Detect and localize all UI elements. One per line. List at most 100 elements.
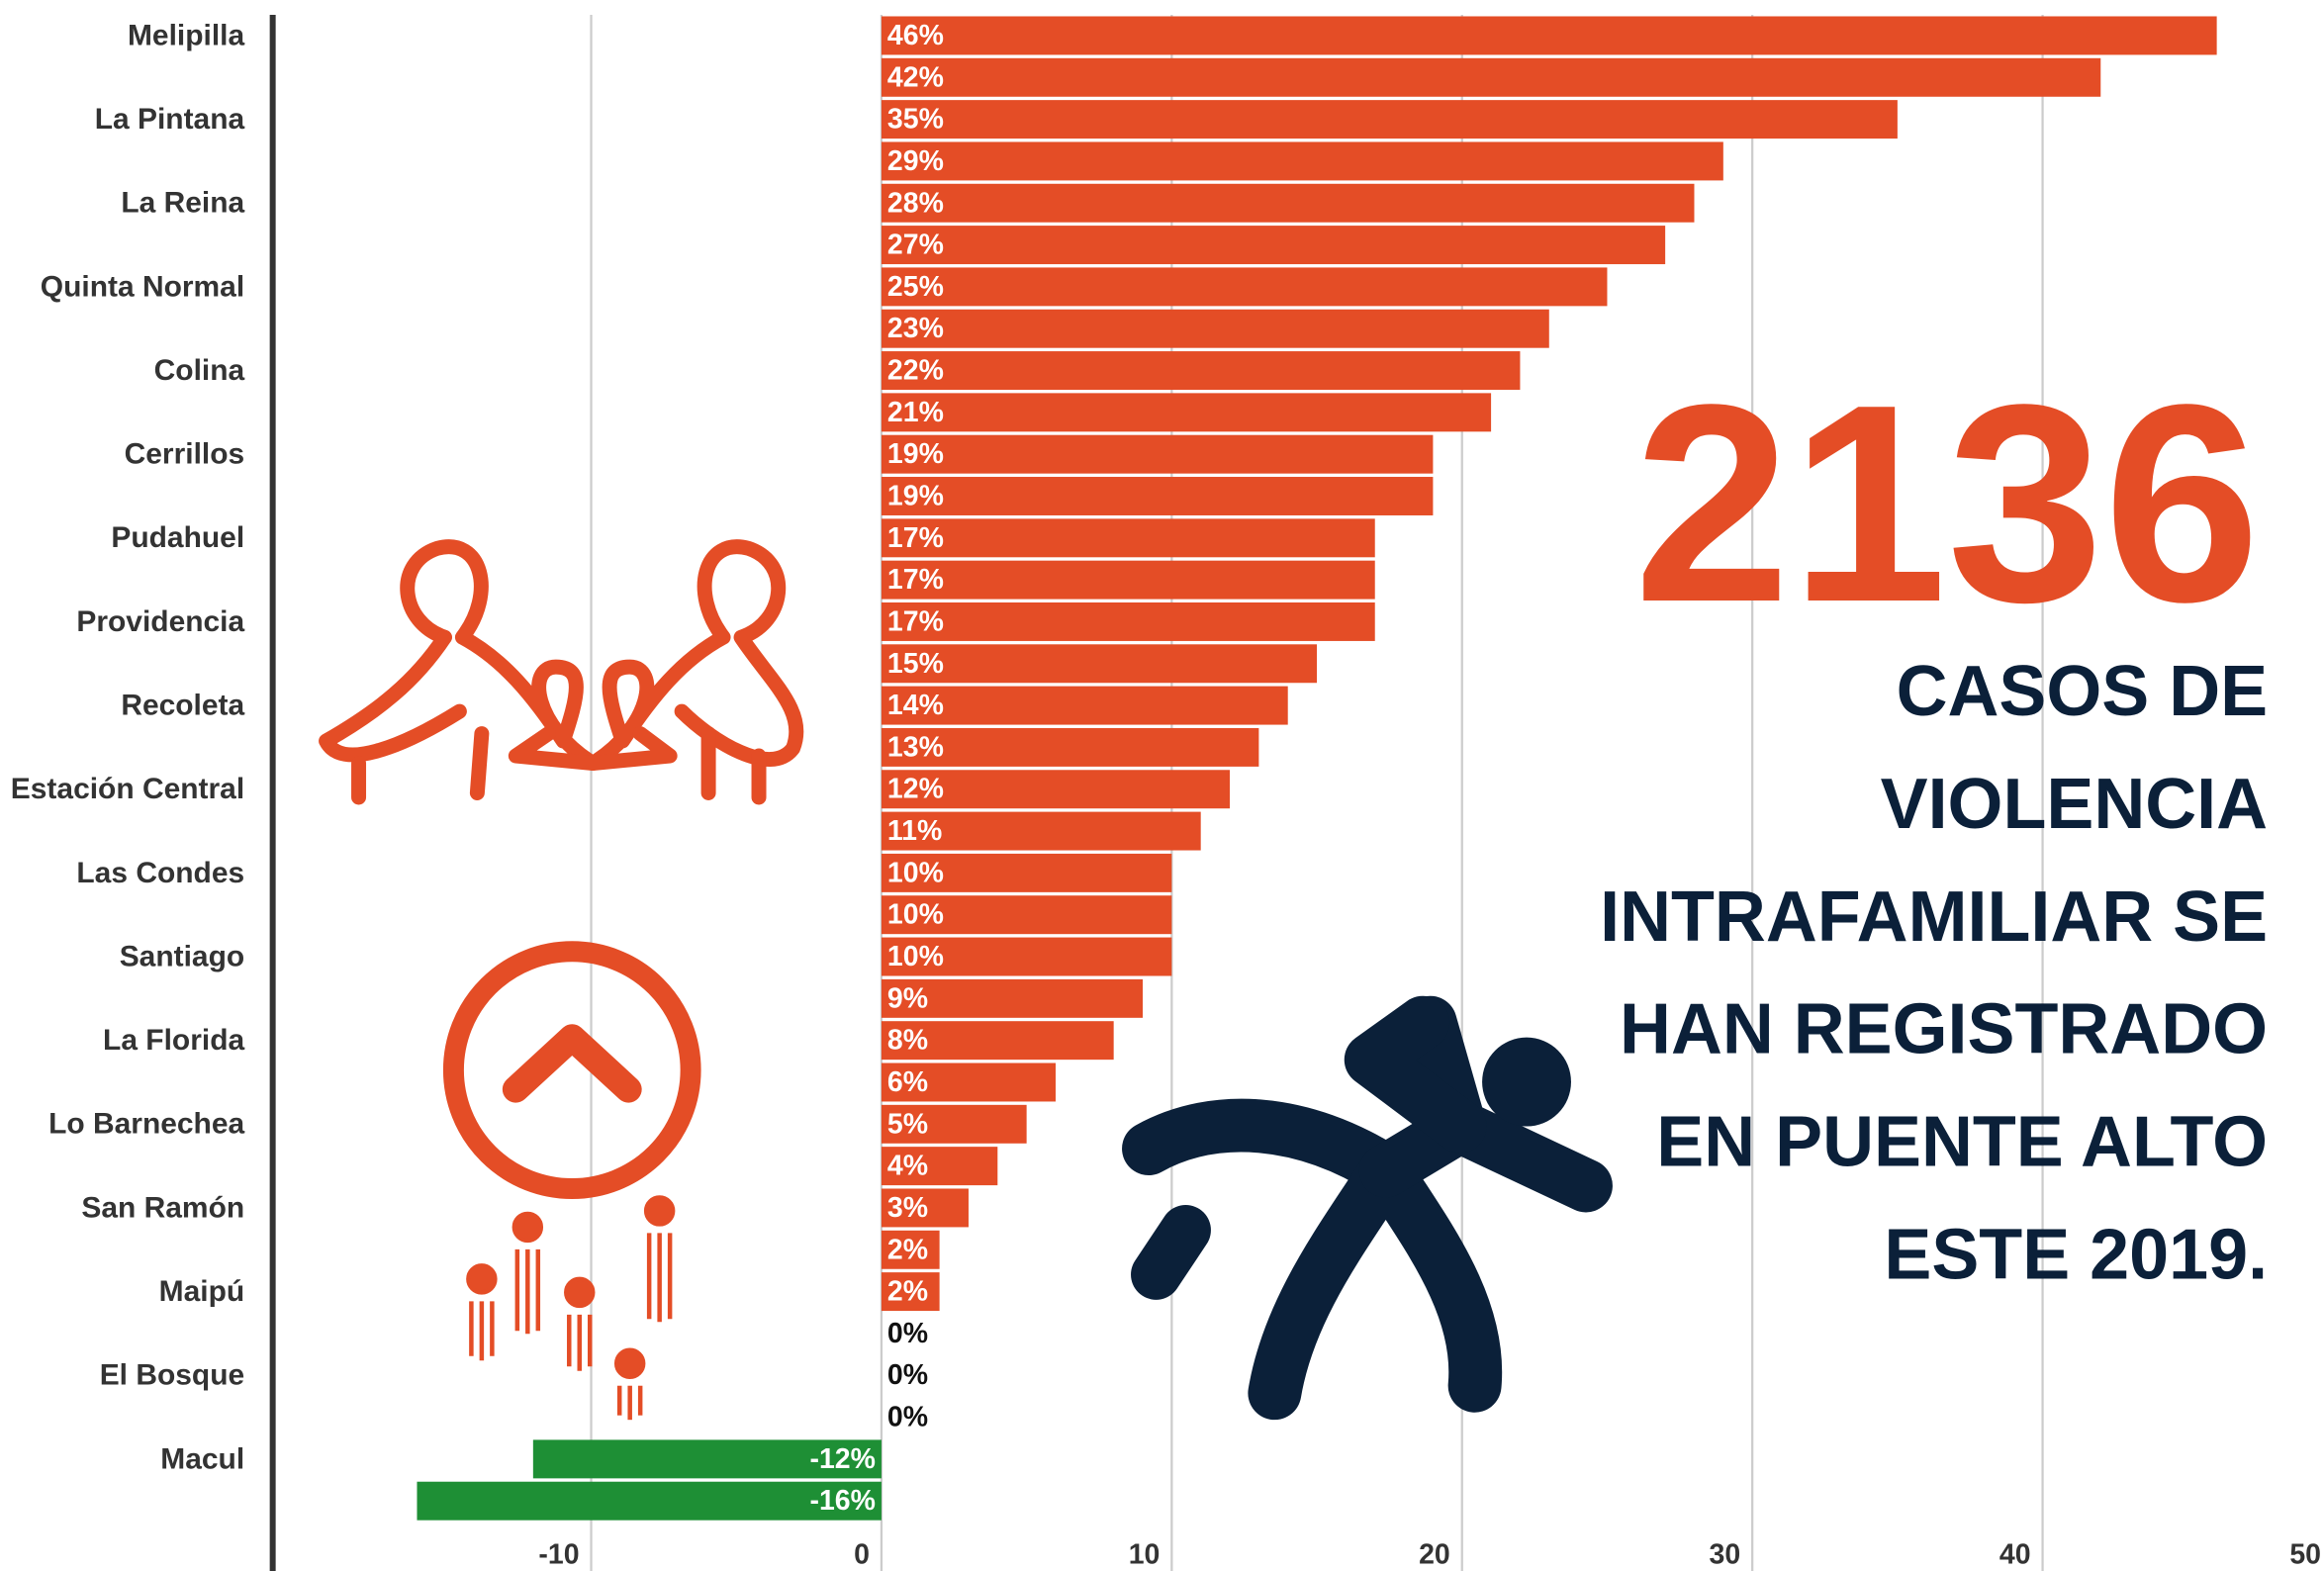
bar	[881, 57, 2101, 97]
value-label: 2%	[887, 1234, 928, 1265]
bar	[881, 226, 1666, 265]
bar	[417, 1481, 882, 1521]
category-label: Quinta Normal	[41, 270, 244, 303]
category-label: La Reina	[121, 187, 244, 220]
value-label: 12%	[887, 774, 944, 805]
bar	[881, 1063, 1056, 1102]
rocket-icon	[442, 941, 701, 1421]
value-label: 35%	[887, 104, 944, 136]
value-label: 8%	[887, 1025, 928, 1057]
headline-line: VIOLENCIA	[1881, 765, 2268, 844]
bar	[881, 560, 1375, 600]
x-tick-label: 20	[1419, 1539, 1450, 1571]
bar	[881, 16, 2217, 55]
bar	[881, 727, 1259, 767]
value-label: -12%	[810, 1443, 876, 1475]
bar	[881, 100, 1898, 139]
bar	[881, 351, 1521, 391]
bar	[881, 1230, 940, 1269]
value-label: 11%	[887, 815, 942, 847]
value-label: 0%	[887, 1359, 928, 1391]
headline-line: INTRAFAMILIAR SE	[1600, 878, 2268, 957]
category-label: Pudahuel	[111, 521, 244, 554]
bar	[881, 1021, 1114, 1061]
bar	[881, 434, 1434, 474]
value-label: 14%	[887, 690, 944, 721]
value-label: 3%	[887, 1192, 928, 1224]
category-label: Las Condes	[76, 857, 244, 889]
value-label: 4%	[887, 1151, 928, 1182]
x-tick-label: 0	[854, 1539, 870, 1571]
value-label: 9%	[887, 982, 928, 1014]
bar	[881, 267, 1608, 307]
bar	[881, 644, 1318, 684]
headline-line: EN PUENTE ALTO	[1656, 1103, 2268, 1182]
value-label: 23%	[887, 313, 944, 344]
bar	[881, 895, 1172, 935]
value-label: 22%	[887, 355, 944, 387]
value-label: 17%	[887, 605, 944, 637]
bar	[881, 770, 1231, 809]
value-label: 27%	[887, 230, 944, 261]
x-tick-label: 50	[2289, 1539, 2321, 1571]
headline: CASOS DE VIOLENCIA INTRAFAMILIAR SE HAN REG…	[1600, 652, 2268, 1294]
category-label: Providencia	[76, 605, 244, 638]
headline-number: 2136	[1633, 346, 2260, 661]
bar	[881, 811, 1201, 851]
bar	[881, 309, 1549, 348]
value-label: 19%	[887, 438, 944, 470]
category-label: Estación Central	[11, 773, 244, 805]
value-label: 25%	[887, 271, 944, 303]
falling-person-icon	[1122, 995, 1613, 1421]
bar	[881, 1188, 969, 1228]
bar	[881, 518, 1375, 558]
value-label: 29%	[887, 145, 944, 177]
value-label: 10%	[887, 857, 944, 888]
bar	[881, 978, 1144, 1018]
headline-line: ESTE 2019.	[1884, 1215, 2268, 1294]
bar	[881, 477, 1434, 515]
category-label: Maipú	[159, 1275, 245, 1308]
category-label: Recoleta	[121, 690, 244, 722]
value-label: 2%	[887, 1276, 928, 1308]
bar	[881, 1104, 1027, 1144]
value-label: 15%	[887, 648, 944, 680]
value-label: 10%	[887, 941, 944, 972]
value-label: 5%	[887, 1108, 928, 1140]
category-label: Santiago	[120, 940, 244, 972]
bar	[532, 1439, 882, 1479]
bar	[881, 686, 1288, 725]
value-label: 46%	[887, 20, 944, 51]
category-label: Macul	[160, 1442, 244, 1475]
value-label: 0%	[887, 1318, 928, 1349]
value-label: 19%	[887, 481, 944, 512]
x-tick-label: -10	[538, 1539, 579, 1571]
category-label: Colina	[154, 354, 245, 387]
value-label: 6%	[887, 1066, 928, 1098]
category-label: Cerrillos	[125, 438, 245, 471]
category-label: Melipilla	[128, 19, 245, 51]
bar	[881, 141, 1723, 181]
bar	[881, 937, 1172, 976]
bar	[881, 393, 1492, 432]
bar	[881, 853, 1172, 892]
headline-line: CASOS DE	[1897, 652, 2269, 731]
bar	[881, 1147, 998, 1186]
bar	[881, 601, 1375, 641]
headline-line: HAN REGISTRADO	[1620, 990, 2268, 1069]
value-label: 42%	[887, 61, 944, 93]
category-label: La Pintana	[95, 103, 245, 136]
couple-icon	[319, 539, 804, 805]
value-label: 13%	[887, 731, 944, 763]
bar	[881, 1272, 940, 1312]
x-tick-label: 10	[1129, 1539, 1161, 1571]
category-label: La Florida	[103, 1024, 244, 1057]
value-label: 17%	[887, 564, 944, 596]
x-tick-label: 40	[1999, 1539, 2031, 1571]
value-label: 10%	[887, 899, 944, 931]
value-label: 17%	[887, 522, 944, 554]
bar	[881, 183, 1695, 223]
value-label: 0%	[887, 1402, 928, 1433]
bars: 46% 42% 35% 29% 28% 27% 25% 23% 22% 21% 19% 19% 17% 1…	[417, 16, 2217, 1521]
